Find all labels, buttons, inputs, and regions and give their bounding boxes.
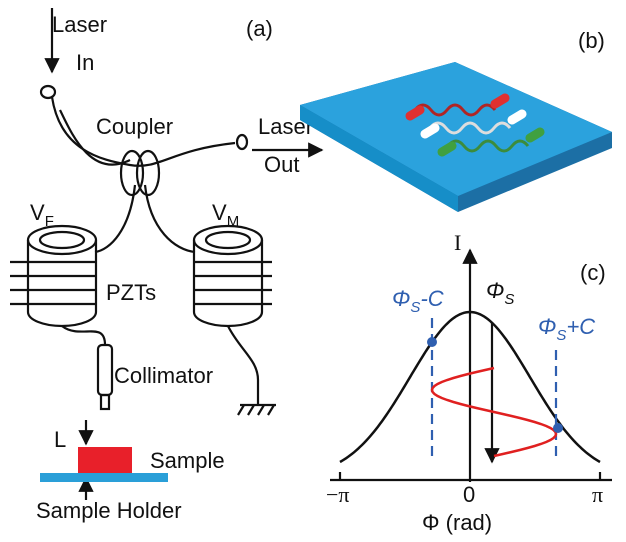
phi-plus-label: ΦS+C <box>538 314 595 344</box>
x-axis-label: Φ (rad) <box>422 510 492 535</box>
sample-label: Sample <box>150 448 225 473</box>
phi-sub: S <box>504 291 514 308</box>
vm-main: V <box>212 200 227 225</box>
x-tick-label: 0 <box>463 482 475 507</box>
phi-rest: +C <box>566 314 595 339</box>
phi-s-label: ΦS <box>486 278 514 308</box>
modulation <box>432 368 556 456</box>
chip <box>300 62 612 212</box>
collimator-label: Collimator <box>114 363 213 388</box>
pzts-label: PZTs <box>106 280 156 305</box>
sample <box>78 447 132 473</box>
vf-label: VF <box>30 200 54 230</box>
thickness-label: L <box>54 427 66 452</box>
x-tick-label: −π <box>326 482 350 507</box>
panel-c-axes <box>330 250 612 482</box>
phi-main: Φ <box>392 286 410 311</box>
sample-holder-label: Sample Holder <box>36 498 182 523</box>
phi-sub: S <box>410 299 420 316</box>
panel-label: (a) <box>246 16 273 41</box>
panel-label: (b) <box>578 28 605 53</box>
laser-in-label: Laser <box>52 12 107 37</box>
x-tick-label: π <box>592 482 603 507</box>
figure: Laser In (a) Coupler Laser Out VF VM PZT… <box>0 0 626 542</box>
vm-sub: M <box>227 213 240 230</box>
vf-main: V <box>30 200 45 225</box>
phi-sub: S <box>556 327 566 344</box>
point <box>553 423 563 433</box>
vf-sub: F <box>45 213 54 230</box>
phi-minus-label: ΦS-C <box>392 286 444 316</box>
phi-main: Φ <box>538 314 556 339</box>
page: Laser In (a) Coupler Laser Out VF VM PZT… <box>0 0 626 542</box>
sample-holder <box>40 473 168 482</box>
coupler-label: Coupler <box>96 114 173 139</box>
panel-label: (c) <box>580 260 606 285</box>
phi-main: Φ <box>486 278 504 303</box>
phi-rest: -C <box>420 286 443 311</box>
laser-in-label: In <box>76 50 94 75</box>
y-axis-label: I <box>454 230 461 255</box>
laser-out-label: Out <box>264 152 299 177</box>
point <box>427 337 437 347</box>
